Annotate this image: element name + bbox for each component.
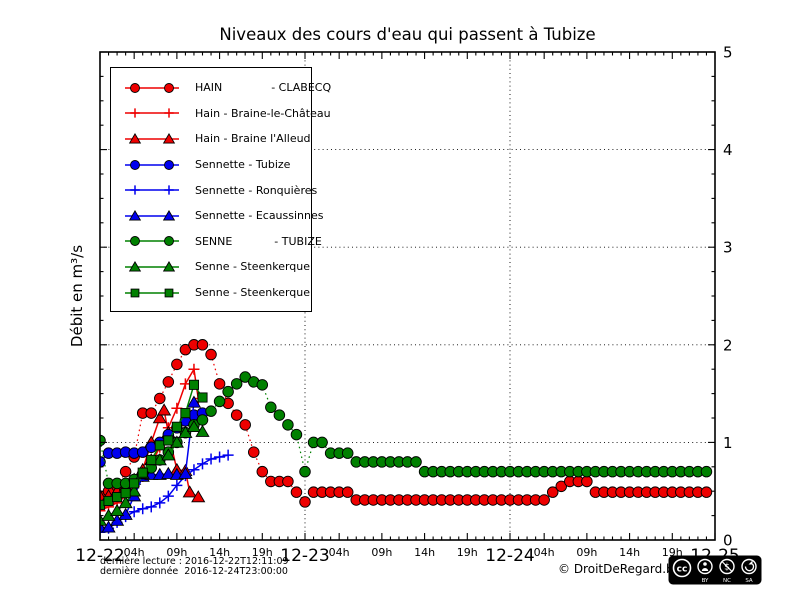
y-tick-label: 2: [723, 336, 733, 354]
x-tick-label-hour: 04h: [534, 546, 555, 559]
legend-box: HAIN - CLABECQ Hain - Braine-le-Château Ha…: [110, 67, 331, 313]
x-tick-label-hour: 14h: [414, 546, 435, 559]
cc-badge-background: [668, 555, 762, 585]
legend-swatch: [125, 82, 179, 93]
x-tick-label-hour: 04h: [124, 546, 145, 559]
y-tick-label: 5: [723, 44, 733, 62]
legend-item-hain-braine-l-alleud: Hain - Braine l'Alleud: [111, 126, 311, 152]
legend-label: Senne - Steenkerque: [195, 286, 311, 300]
x-tick-label-hour: 19h: [252, 546, 273, 559]
x-tick-label-hour: 14h: [619, 546, 640, 559]
svg-text:cc: cc: [677, 565, 688, 575]
y-tick-label: 3: [723, 239, 733, 257]
x-tick-label-hour: 09h: [576, 546, 597, 559]
cc-nc-icon: $ NC: [719, 558, 735, 584]
legend-item-sennette-tubize: Sennette - Tubize: [111, 152, 311, 178]
legend-label: Hain - Braine l'Alleud: [195, 132, 311, 146]
legend-swatch: [125, 288, 179, 297]
y-tick-label: 4: [723, 141, 733, 159]
legend-swatch: [125, 132, 179, 144]
svg-text:BY: BY: [702, 578, 709, 584]
last-data-text: dernière donnée 2016-12-24T23:00:00: [100, 566, 288, 577]
x-tick-label-day: 12-23: [280, 546, 329, 566]
legend-item-sennette-ronquieres: Sennette - Ronquières: [111, 177, 317, 203]
x-tick-label-day: 12-24: [485, 546, 534, 566]
x-tick-label-hour: 09h: [166, 546, 187, 559]
legend-item-hain-clabecq: HAIN - CLABECQ: [111, 75, 331, 101]
cc-icon: cc: [672, 558, 692, 578]
chart-title: Niveaux des cours d'eau qui passent à Tu…: [219, 25, 596, 44]
legend-swatch: [125, 159, 179, 170]
legend-swatch: [125, 260, 179, 272]
legend-swatch: [125, 185, 179, 195]
legend-item-sennette-ecaussinnes: Sennette - Ecaussinnes: [111, 203, 324, 229]
x-tick-label-day: 12-22: [75, 546, 124, 566]
legend-item-senne-steenkerque-2: Senne - Steenkerque: [111, 280, 311, 306]
legend-swatch: [125, 108, 179, 119]
cc-sa-icon: SA: [741, 558, 757, 584]
legend-label: SENNE - TUBIZE: [195, 234, 322, 248]
legend-item-senne-tubize: SENNE - TUBIZE: [111, 229, 322, 255]
x-tick-label-hour: 09h: [371, 546, 392, 559]
y-tick-label: 1: [723, 434, 733, 452]
x-tick-label-hour: 19h: [457, 546, 478, 559]
legend-item-senne-steenkerque-1: Senne - Steenkerque: [111, 254, 311, 280]
legend-swatch: [125, 209, 179, 221]
last-reading-text: dernière lecture : 2016-12-22T12:11:09: [100, 556, 289, 567]
legend-item-hain-braine-le-chateau: Hain - Braine-le-Château: [111, 101, 331, 127]
legend-swatch: [125, 236, 179, 247]
y-axis-labels: 0 1 2 3 4 5: [723, 44, 733, 550]
legend-label: HAIN - CLABECQ: [195, 81, 332, 95]
legend-label: Hain - Braine-le-Château: [195, 106, 331, 120]
series-senne-steenkerque-2: [100, 379, 208, 510]
svg-text:NC: NC: [723, 578, 731, 584]
cc-license-badge: cc BY $ NC SA: [668, 555, 762, 585]
y-axis-label: Débit en m³/s: [68, 244, 86, 348]
legend-label: Senne - Steenkerque: [195, 260, 311, 274]
svg-text:$: $: [724, 563, 730, 573]
x-tick-label-hour: 04h: [329, 546, 350, 559]
copyright-text: © DroitDeRegard.be: [558, 562, 682, 576]
x-tick-label-hour: 14h: [209, 546, 230, 559]
cc-by-icon: BY: [697, 558, 713, 584]
legend-label: Sennette - Ronquières: [195, 183, 318, 197]
svg-text:SA: SA: [745, 578, 753, 584]
legend-label: Sennette - Ecaussinnes: [195, 209, 324, 223]
y-tick-label: 0: [723, 532, 733, 550]
legend-label: Sennette - Tubize: [195, 158, 291, 172]
axes-frame: [99, 51, 716, 541]
series-hain-clabecq: [100, 339, 713, 508]
